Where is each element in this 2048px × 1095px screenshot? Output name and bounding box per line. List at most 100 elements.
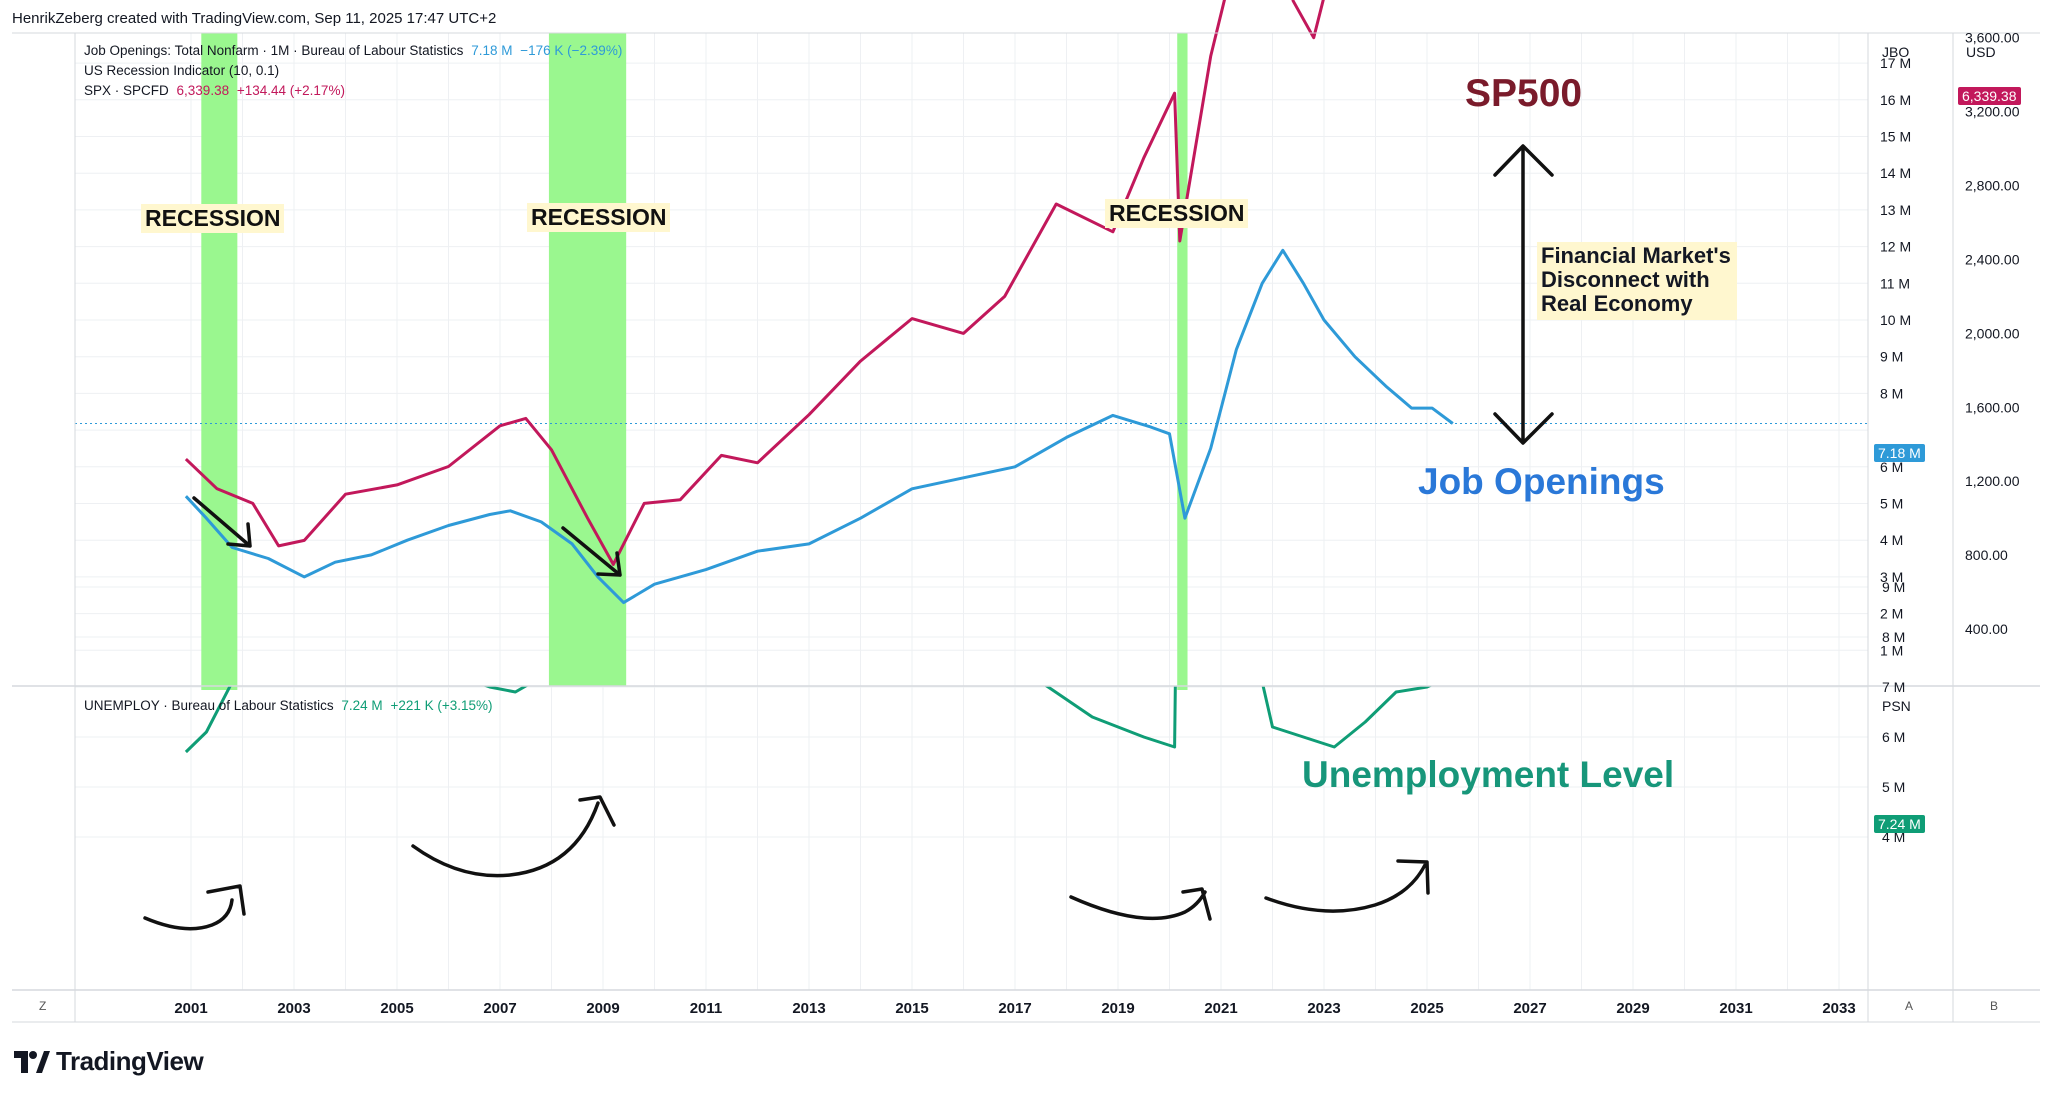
legend-spx-change: +134.44 (+2.17%) — [236, 83, 345, 98]
legend-jobs-change: −176 K (−2.39%) — [520, 43, 623, 58]
psn-tick-label: 7 M — [1882, 679, 1905, 695]
recession-label-2020: RECESSION — [1105, 199, 1249, 228]
jbo-tick-label: 13 M — [1880, 202, 1911, 218]
jbo-tick-label: 9 M — [1880, 349, 1903, 365]
year-tick-label: 2011 — [690, 1000, 723, 1017]
jbo-tick-label: 16 M — [1880, 92, 1911, 108]
jbo-tick-label: 3 M — [1880, 569, 1903, 585]
jbo-tick-label: 2 M — [1880, 606, 1903, 622]
recession-band — [1177, 33, 1188, 686]
year-tick-label: 2003 — [277, 1000, 310, 1017]
usd-tick-label: 400.00 — [1965, 621, 2008, 637]
legend-recession-name: US Recession Indicator (10, 0.1) — [84, 63, 280, 78]
year-tick-label: 2001 — [174, 1000, 207, 1017]
legend-jobs-name: Job Openings: Total Nonfarm · 1M · Burea… — [84, 43, 464, 58]
jbo-tick-label: 17 M — [1880, 55, 1911, 71]
disconnect-line-1: Financial Market's — [1541, 243, 1731, 268]
psn-axis-label[interactable]: PSN — [1882, 698, 1911, 714]
axis-labels: 17 M 16 M 15 M 14 M 13 M 12 M 11 M 10 M 9 M 8 M 6 … — [174, 30, 2020, 1017]
usd-tick-label: 2,000.00 — [1965, 325, 2020, 341]
chart-frame — [12, 32, 2040, 1023]
auto-scale-b-button[interactable]: B — [1990, 999, 1999, 1013]
legend-bottom: UNEMPLOY · Bureau of Labour Statistics 7… — [84, 696, 497, 716]
legend-jobs-value: 7.18 M — [471, 43, 513, 58]
usd-tick-label: 800.00 — [1965, 547, 2008, 563]
usd-tick-label: 1,600.00 — [1965, 399, 2020, 415]
legend-spx[interactable]: SPX · SPCFD 6,339.38 +134.44 (+2.17%) — [84, 81, 626, 101]
psn-tick-label: 8 M — [1882, 629, 1905, 645]
year-tick-label: 2017 — [998, 1000, 1031, 1017]
legend-jobs[interactable]: Job Openings: Total Nonfarm · 1M · Burea… — [84, 41, 626, 61]
usd-tick-label: 3,600.00 — [1965, 30, 2020, 46]
series-spx — [184, 0, 1325, 566]
psn-tick-label: 5 M — [1882, 779, 1905, 795]
legend-unemploy-value: 7.24 M — [341, 698, 383, 713]
year-tick-label: 2033 — [1822, 1000, 1855, 1017]
psn-tick-label: 9 M — [1882, 579, 1905, 595]
year-tick-label: 2027 — [1513, 1000, 1546, 1017]
down-arrow-2001 — [192, 496, 252, 548]
psn-tick-label: 4 M — [1882, 829, 1905, 845]
tradingview-logo[interactable]: TradingView — [14, 1046, 204, 1077]
usd-tick-label: 2,400.00 — [1965, 251, 2020, 267]
series-unemploy — [184, 686, 529, 754]
disconnect-line-2: Disconnect with — [1541, 267, 1710, 292]
psn-tick-label: 6 M — [1882, 729, 1905, 745]
recession-label-2008: RECESSION — [527, 203, 671, 232]
jbo-axis-label[interactable]: JBO — [1882, 44, 1910, 60]
disconnect-line-3: Real Economy — [1541, 291, 1693, 316]
jbo-tick-label: 8 M — [1880, 385, 1903, 401]
timezone-button[interactable]: Z — [39, 999, 47, 1013]
series-lines — [75, 0, 1868, 754]
disconnect-annotation: Financial Market's Disconnect with Real … — [1537, 242, 1737, 320]
spx-price-tag: 6,339.38 — [1958, 87, 2021, 105]
curve-arrow-2020 — [1069, 887, 1212, 921]
recession-band — [1177, 686, 1188, 690]
tradingview-logo-text: TradingView — [56, 1046, 204, 1076]
curve-arrow-2024 — [1264, 859, 1430, 913]
disconnect-double-arrow — [1493, 144, 1554, 445]
jbo-tick-label: 10 M — [1880, 312, 1911, 328]
jbo-tick-label: 15 M — [1880, 129, 1911, 145]
legend-unemploy-name: UNEMPLOY · Bureau of Labour Statistics — [84, 698, 334, 713]
chart-credit: HenrikZeberg created with TradingView.co… — [12, 10, 497, 27]
recession-band — [201, 33, 238, 686]
year-tick-label: 2025 — [1410, 1000, 1443, 1017]
jbo-tick-label: 14 M — [1880, 165, 1911, 181]
down-arrow-2008 — [561, 526, 622, 577]
unemployment-annotation: Unemployment Level — [1302, 754, 1675, 795]
jbo-tick-label: 5 M — [1880, 496, 1903, 512]
series-job-openings — [184, 248, 1454, 605]
year-tick-label: 2007 — [483, 1000, 516, 1017]
usd-tick-label: 2,800.00 — [1965, 178, 2020, 194]
sp500-annotation: SP500 — [1465, 72, 1583, 115]
recession-bands — [201, 33, 1188, 690]
recession-band — [201, 686, 238, 690]
recession-band — [548, 33, 627, 686]
year-tick-label: 2021 — [1204, 1000, 1237, 1017]
legend-spx-value: 6,339.38 — [176, 83, 230, 98]
year-tick-label: 2015 — [895, 1000, 928, 1017]
jbo-tick-label: 6 M — [1880, 459, 1903, 475]
year-tick-label: 2029 — [1616, 1000, 1649, 1017]
legend-recession[interactable]: US Recession Indicator (10, 0.1) — [84, 61, 626, 81]
year-tick-label: 2005 — [380, 1000, 413, 1017]
job-openings-annotation: Job Openings — [1418, 461, 1665, 502]
year-tick-label: 2031 — [1719, 1000, 1752, 1017]
jobs-price-tag: 7.18 M — [1874, 444, 1925, 462]
jbo-tick-label: 4 M — [1880, 532, 1903, 548]
jbo-tick-label: 11 M — [1880, 275, 1910, 291]
usd-axis-label[interactable]: USD — [1966, 44, 1996, 60]
unemploy-group — [184, 686, 1433, 754]
unemploy-price-tag: 7.24 M — [1874, 815, 1925, 833]
usd-tick-label: 1,200.00 — [1965, 473, 2020, 489]
hand-drawn-annotations — [143, 144, 1554, 931]
legend-spx-name: SPX · SPCFD — [84, 83, 169, 98]
series-unemploy — [1044, 686, 1433, 749]
jbo-tick-label: 1 M — [1880, 642, 1903, 658]
auto-scale-a-button[interactable]: A — [1905, 999, 1914, 1013]
year-tick-label: 2013 — [792, 1000, 825, 1017]
legend-unemploy[interactable]: UNEMPLOY · Bureau of Labour Statistics 7… — [84, 696, 497, 716]
legend-unemploy-change: +221 K (+3.15%) — [390, 698, 493, 713]
